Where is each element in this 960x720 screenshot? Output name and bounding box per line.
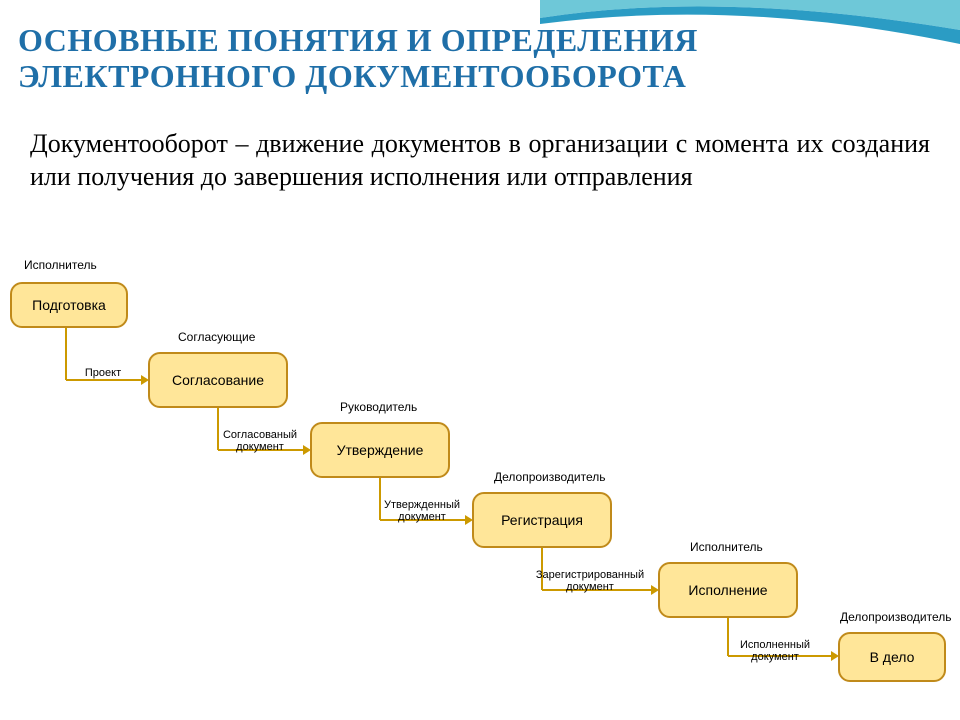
flow-node: В дело [838, 632, 946, 682]
flow-node: Утверждение [310, 422, 450, 478]
edge-segment [65, 328, 67, 380]
definition-paragraph: Документооборот – движение документов в … [30, 128, 930, 193]
flow-node: Регистрация [472, 492, 612, 548]
role-label: Исполнитель [24, 258, 97, 272]
role-label: Согласующие [178, 330, 255, 344]
flow-node: Согласование [148, 352, 288, 408]
role-label: Делопроизводитель [840, 610, 952, 624]
slide-title-line1: ОСНОВНЫЕ ПОНЯТИЯ И ОПРЕДЕЛЕНИЯ [18, 22, 698, 59]
workflow-diagram: Проект Согласованыйдокумент Утвержденныйдо… [0, 240, 960, 680]
edge-label: Проект [78, 368, 128, 380]
flow-node: Подготовка [10, 282, 128, 328]
edge-label: Зарегистрированныйдокумент [520, 570, 660, 593]
role-label: Делопроизводитель [494, 470, 606, 484]
edge-label: Согласованыйдокумент [210, 430, 310, 453]
edge-label: Исполненныйдокумент [720, 640, 830, 663]
edge-label: Утвержденныйдокумент [372, 500, 472, 523]
flow-node: Исполнение [658, 562, 798, 618]
role-label: Исполнитель [690, 540, 763, 554]
slide-title-line2: ЭЛЕКТРОННОГО ДОКУМЕНТООБОРОТА [18, 58, 686, 95]
role-label: Руководитель [340, 400, 417, 414]
